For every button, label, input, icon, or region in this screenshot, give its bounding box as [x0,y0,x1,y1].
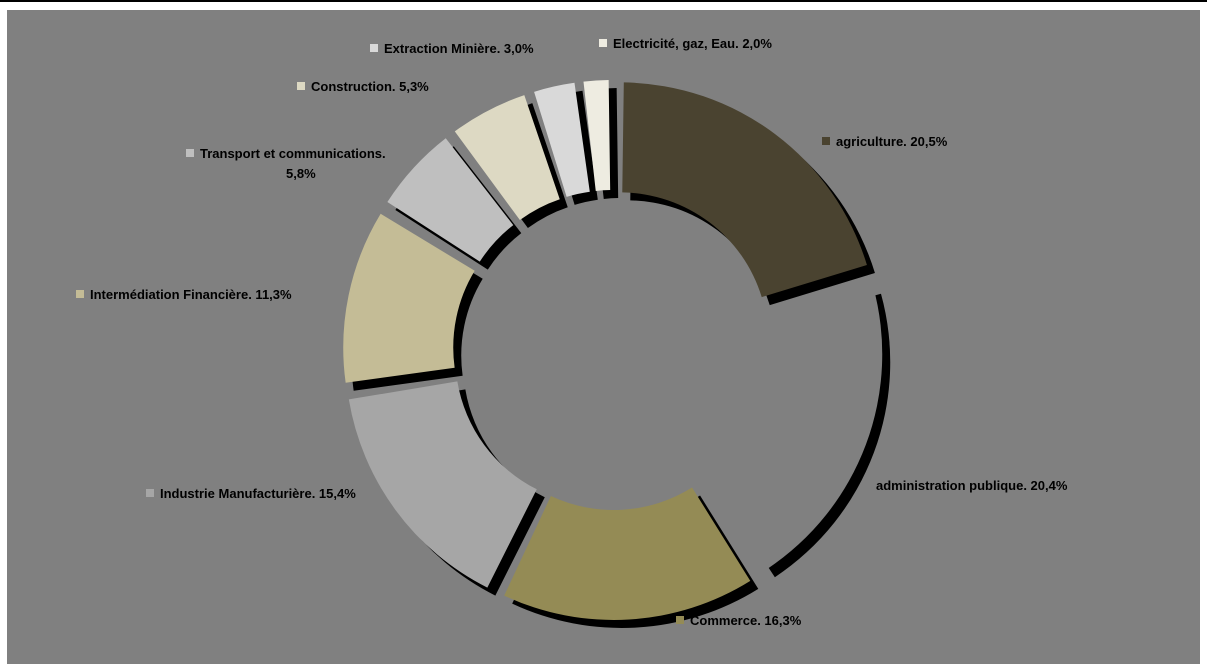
label-text: agriculture. 20,5% [836,134,948,149]
label-electricite-gaz-eau: Electricité, gaz, Eau. 2,0% [599,36,772,51]
legend-swatch [599,39,607,47]
label-commerce: Commerce. 16,3% [676,613,802,628]
slice-electricite-gaz-eau [583,80,611,191]
slice-administration-publique [706,285,883,570]
legend-swatch [822,137,830,145]
label-administration-publique: administration publique. 20,4% [876,478,1068,493]
label-text: 5,8% [286,166,316,181]
legend-swatch [297,82,305,90]
legend-swatch [146,489,154,497]
slices-group [343,80,891,628]
label-agriculture: agriculture. 20,5% [822,134,948,149]
slice-commerce [504,487,751,620]
label-intermediation-financiere: Intermédiation Financière. 11,3% [76,287,292,302]
legend-swatch [76,290,84,298]
label-text: Intermédiation Financière. 11,3% [90,287,292,302]
label-text: administration publique. 20,4% [876,478,1068,493]
slice-transport-et-communications [387,138,514,262]
label-construction: Construction. 5,3% [297,79,429,94]
label-text: Transport et communications. [200,146,386,161]
labels-group: agriculture. 20,5% administration publiqu… [76,36,1068,628]
slice-agriculture [622,82,867,298]
label-text: Construction. 5,3% [311,79,429,94]
slice-intermediation-financiere [343,213,475,383]
slice-industrie-manufacturiere [348,381,537,588]
label-text: Electricité, gaz, Eau. 2,0% [613,36,772,51]
legend-swatch [676,616,684,624]
label-industrie-manufacturiere: Industrie Manufacturière. 15,4% [146,486,356,501]
label-text: Extraction Minière. 3,0% [384,41,534,56]
label-extraction-miniere: Extraction Minière. 3,0% [370,41,534,56]
legend-swatch [186,149,194,157]
slice-extraction-miniere [534,82,590,197]
legend-swatch [370,44,378,52]
label-text: Industrie Manufacturière. 15,4% [160,486,356,501]
label-text: Commerce. 16,3% [690,613,802,628]
label-transport-et-communications: Transport et communications. 5,8% [186,146,386,181]
slice-construction [454,95,560,221]
top-rule [0,0,1207,2]
